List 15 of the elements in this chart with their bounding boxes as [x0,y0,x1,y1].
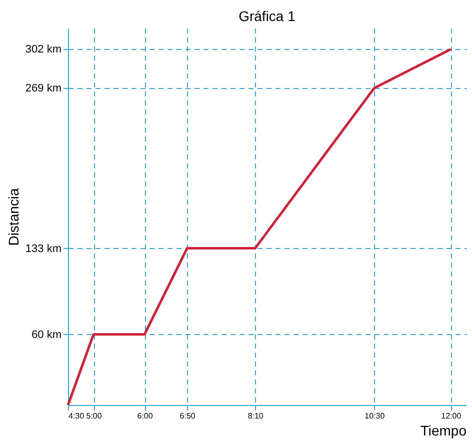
line-series [66,48,452,406]
x-tick-label: 12:00 [441,412,462,420]
x-tick-label: 8:10 [248,412,264,420]
x-tick-label: 5:00 [86,412,102,420]
y-tick-label: 269 km [25,82,62,95]
y-axis-title: Distancia [5,188,22,246]
y-tick-label: 133 km [25,242,62,255]
x-tick-label: 6:50 [180,412,196,420]
y-tick-label: 302 km [25,44,62,56]
x-tick-label: 10:30 [364,412,386,420]
x-axis-title: Tiempo [420,422,467,438]
chart-title: Gráfica 1 [238,8,296,24]
x-tick-label: 4:30 [68,412,85,420]
y-tick-label: 60 km [32,328,62,341]
x-tick-label: 6:00 [137,412,154,420]
